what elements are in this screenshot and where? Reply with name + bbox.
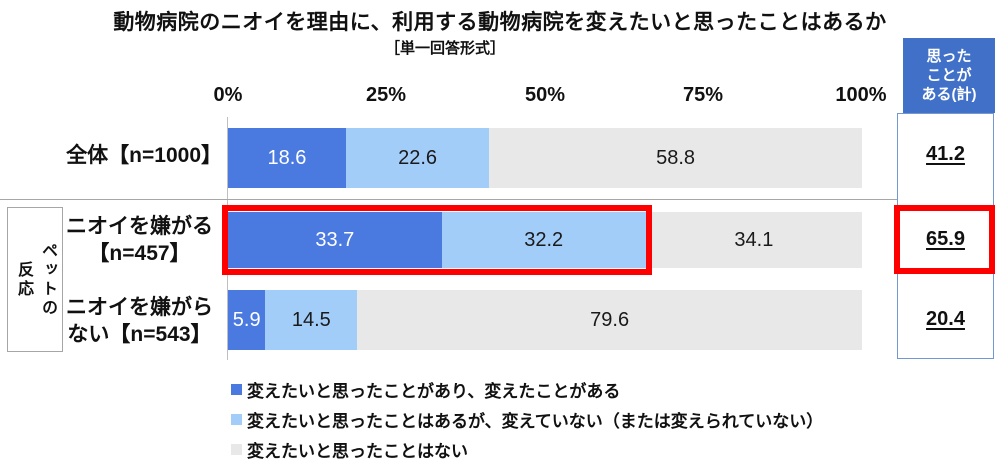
axis-tick-75: 75%	[682, 84, 724, 106]
axis-tick-50: 50%	[524, 84, 566, 106]
bar-segment: 14.5	[265, 290, 358, 350]
bar-segment: 79.6	[357, 290, 862, 350]
summary-value-total: 41.2	[926, 143, 965, 165]
summary-value-not-dislike-smell: 20.4	[926, 308, 965, 330]
legend-swatch-gray-icon	[231, 443, 242, 455]
group-label-box: ペットの 反応	[7, 207, 63, 352]
legend: 変えたいと思ったことがあり、変えたことがある 変えたいと思ったことはあるが、変え…	[231, 374, 823, 464]
legend-swatch-light-blue-icon	[231, 413, 242, 425]
legend-swatch-dark-blue-icon	[231, 383, 242, 395]
summary-column-header: 思った ことが ある(計)	[903, 38, 995, 113]
bar-row-not-dislike-smell: 5.9 14.5 79.6	[228, 290, 862, 350]
legend-label: 変えたいと思ったことがあり、変えたことがある	[247, 381, 621, 401]
bar-segment: 33.7	[228, 212, 442, 268]
row-label-not-dislike-smell: ニオイを嫌がら ない【n=543】	[66, 296, 213, 346]
summary-column-box	[897, 113, 994, 359]
group-separator-line	[0, 199, 897, 200]
bar-segment: 18.6	[228, 128, 346, 188]
bar-segment: 34.1	[645, 212, 862, 268]
legend-item: 変えたいと思ったことがあり、変えたことがある	[231, 374, 823, 404]
row-label-total: 全体【n=1000】	[66, 144, 222, 167]
bar-segment: 58.8	[489, 128, 862, 188]
bar-row-dislikes-smell: 33.7 32.2 34.1	[228, 212, 862, 268]
bar-row-total: 18.6 22.6 58.8	[228, 128, 862, 188]
chart-title: 動物病院のニオイを理由に、利用する動物病院を変えたいと思ったことはあるか	[113, 11, 887, 34]
legend-item: 変えたいと思ったことはない	[231, 434, 823, 464]
bar-segment: 22.6	[345, 128, 490, 188]
legend-item: 変えたいと思ったことはあるが、変えていない（または変えられていない）	[231, 404, 823, 434]
row-label-dislikes-smell: ニオイを嫌がる 【n=457】	[66, 215, 213, 265]
highlight-box-bar	[222, 205, 652, 275]
chart-subtitle: ［単一回答形式］	[384, 40, 505, 57]
summary-value-dislikes-smell: 65.9	[926, 228, 965, 250]
legend-label: 変えたいと思ったことはない	[247, 441, 468, 461]
highlight-box-total	[894, 205, 995, 274]
axis-tick-0: 0%	[213, 84, 243, 106]
bar-segment: 5.9	[228, 290, 266, 350]
bar-segment: 32.2	[441, 212, 646, 268]
axis-tick-100: 100%	[835, 84, 887, 106]
axis-tick-25: 25%	[365, 84, 407, 106]
legend-label: 変えたいと思ったことはあるが、変えていない（または変えられていない）	[247, 411, 824, 431]
